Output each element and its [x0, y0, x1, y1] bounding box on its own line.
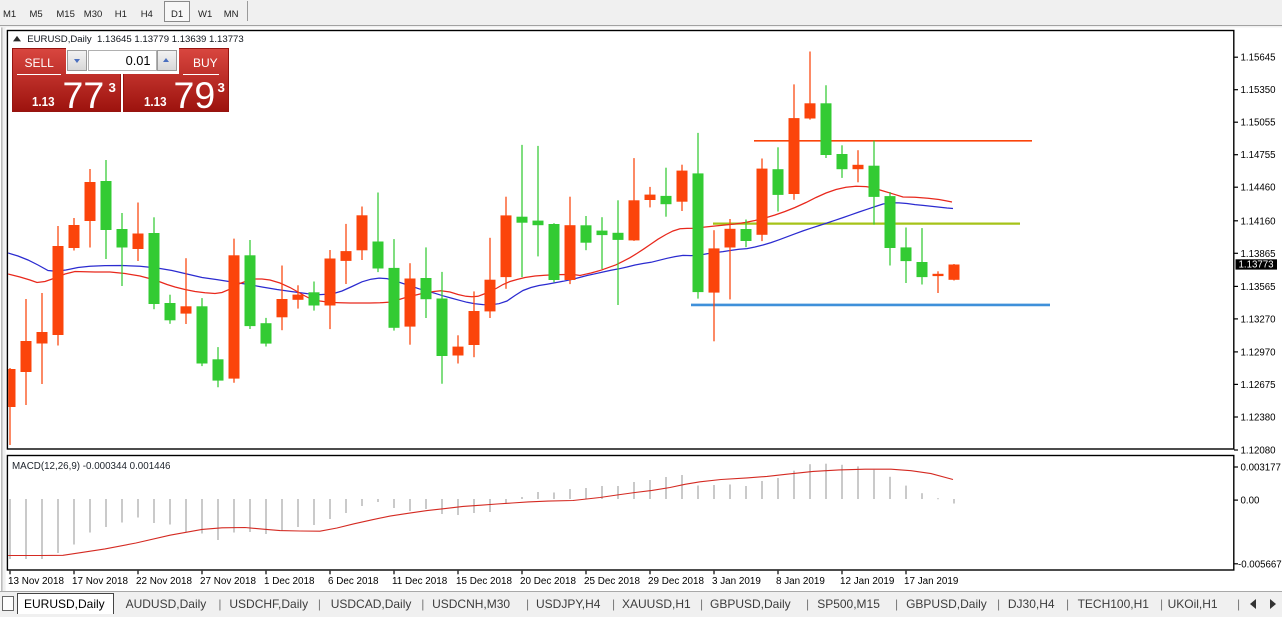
- svg-text:20 Dec 2018: 20 Dec 2018: [520, 576, 577, 587]
- svg-text:1.15645: 1.15645: [1241, 53, 1276, 64]
- svg-text:17 Jan 2019: 17 Jan 2019: [904, 576, 959, 587]
- svg-text:0.00: 0.00: [1241, 496, 1260, 507]
- svg-text:1.14460: 1.14460: [1241, 183, 1277, 194]
- svg-text:27 Nov 2018: 27 Nov 2018: [200, 576, 257, 587]
- svg-text:17 Nov 2018: 17 Nov 2018: [72, 576, 129, 587]
- svg-text:6 Dec 2018: 6 Dec 2018: [328, 576, 379, 587]
- svg-text:1.13865: 1.13865: [1241, 249, 1276, 260]
- svg-text:1.15055: 1.15055: [1241, 118, 1276, 129]
- svg-text:1.14755: 1.14755: [1241, 150, 1276, 161]
- svg-text:1.15350: 1.15350: [1241, 85, 1277, 96]
- svg-text:1 Dec 2018: 1 Dec 2018: [264, 576, 315, 587]
- svg-text:1.12380: 1.12380: [1241, 413, 1277, 424]
- svg-text:1.12970: 1.12970: [1241, 347, 1277, 358]
- svg-text:3 Jan 2019: 3 Jan 2019: [712, 576, 761, 587]
- svg-text:25 Dec 2018: 25 Dec 2018: [584, 576, 641, 587]
- svg-text:1.13565: 1.13565: [1241, 282, 1276, 293]
- svg-text:MACD(12,26,9) -0.000344 0.0014: MACD(12,26,9) -0.000344 0.001446: [12, 461, 171, 472]
- svg-text:1.13773: 1.13773: [1239, 260, 1274, 271]
- svg-text:EURUSD,Daily 1.13645 1.13779: EURUSD,Daily 1.13645 1.13779 1.13639 1.1…: [27, 34, 244, 45]
- svg-text:1.14160: 1.14160: [1241, 216, 1277, 227]
- svg-text:13 Nov 2018: 13 Nov 2018: [8, 576, 65, 587]
- svg-text:22 Nov 2018: 22 Nov 2018: [136, 576, 193, 587]
- svg-text:8 Jan 2019: 8 Jan 2019: [776, 576, 825, 587]
- svg-text:-0.005667: -0.005667: [1238, 559, 1282, 570]
- svg-text:1.12675: 1.12675: [1241, 380, 1276, 391]
- svg-text:0.003177: 0.003177: [1241, 463, 1281, 474]
- svg-text:15 Dec 2018: 15 Dec 2018: [456, 576, 513, 587]
- svg-text:1.13270: 1.13270: [1241, 314, 1277, 325]
- svg-text:11 Dec 2018: 11 Dec 2018: [392, 576, 448, 587]
- svg-text:29 Dec 2018: 29 Dec 2018: [648, 576, 705, 587]
- svg-text:1.12080: 1.12080: [1241, 446, 1277, 457]
- svg-text:12 Jan 2019: 12 Jan 2019: [840, 576, 895, 587]
